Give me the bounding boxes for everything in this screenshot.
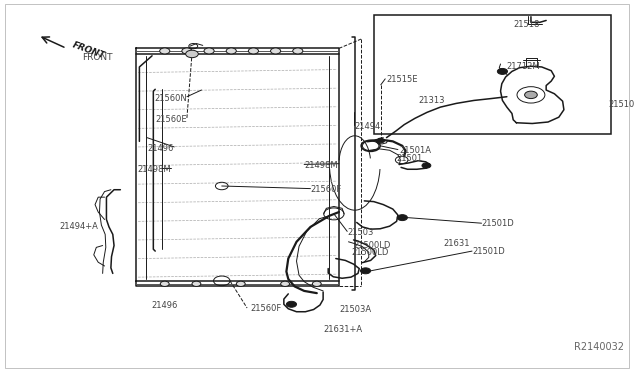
Circle shape: [292, 48, 303, 54]
Text: 21712M: 21712M: [507, 62, 541, 71]
Polygon shape: [500, 66, 564, 124]
Circle shape: [226, 48, 236, 54]
Circle shape: [271, 48, 281, 54]
Circle shape: [160, 281, 169, 286]
Circle shape: [377, 138, 385, 143]
Bar: [374, 15, 611, 134]
Text: 21501A: 21501A: [399, 146, 431, 155]
Circle shape: [286, 301, 296, 307]
Circle shape: [192, 281, 201, 286]
Circle shape: [312, 281, 321, 286]
Circle shape: [186, 50, 198, 58]
Text: FRONT: FRONT: [83, 53, 113, 62]
Text: 21503A: 21503A: [339, 305, 371, 314]
Circle shape: [281, 281, 289, 286]
Text: FRONT: FRONT: [71, 40, 106, 60]
Circle shape: [360, 268, 371, 274]
Text: 21560N: 21560N: [154, 94, 187, 103]
Text: 21631+A: 21631+A: [323, 325, 362, 334]
Text: 21500LD: 21500LD: [351, 248, 389, 257]
Circle shape: [182, 48, 192, 54]
Circle shape: [236, 281, 245, 286]
Text: 21313: 21313: [418, 96, 445, 105]
Text: 21515E: 21515E: [387, 76, 418, 84]
Text: 21496: 21496: [151, 301, 177, 310]
Text: 21498M: 21498M: [138, 165, 171, 174]
Circle shape: [397, 215, 408, 221]
Text: 21560F: 21560F: [250, 304, 282, 313]
Text: 21498M: 21498M: [304, 161, 338, 170]
Text: 21518: 21518: [513, 20, 540, 29]
Circle shape: [204, 48, 214, 54]
Text: 21500LD: 21500LD: [353, 241, 391, 250]
Text: 21501D: 21501D: [472, 247, 505, 256]
Circle shape: [525, 91, 538, 99]
Circle shape: [422, 163, 431, 168]
Text: 21560E: 21560E: [156, 115, 187, 124]
Text: 21494+A: 21494+A: [60, 222, 98, 231]
Text: 21503: 21503: [348, 228, 374, 237]
Circle shape: [159, 48, 170, 54]
Text: 21496: 21496: [148, 144, 174, 153]
Text: R2140032: R2140032: [574, 341, 624, 352]
Text: 21501: 21501: [396, 154, 422, 163]
Text: 21631: 21631: [444, 239, 470, 248]
Text: 21510: 21510: [608, 100, 634, 109]
Circle shape: [248, 48, 259, 54]
Text: 21494: 21494: [355, 122, 381, 131]
Circle shape: [497, 68, 508, 74]
Text: 21560F: 21560F: [310, 185, 342, 194]
Text: 21501D: 21501D: [481, 219, 515, 228]
